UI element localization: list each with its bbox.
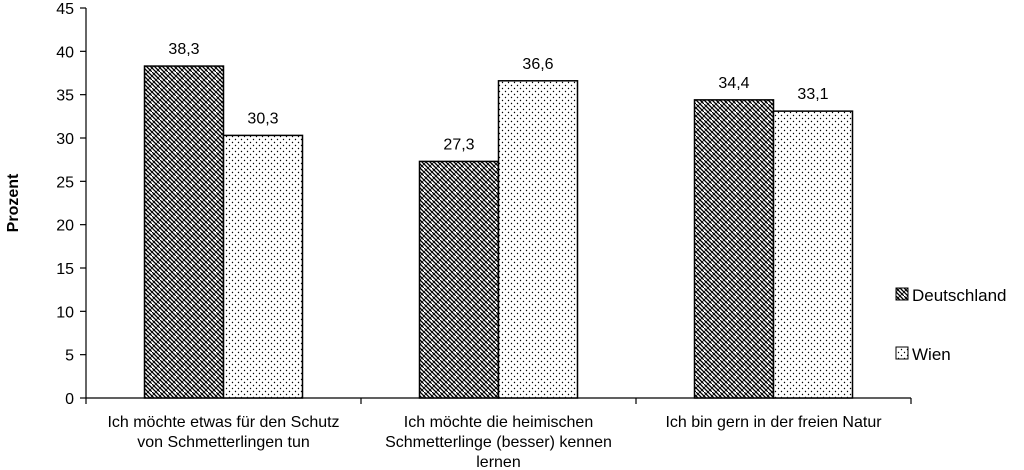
data-label: 34,4 — [718, 75, 749, 92]
data-label: 38,3 — [168, 41, 199, 58]
y-tick-label: 35 — [56, 88, 74, 105]
data-label: 33,1 — [797, 86, 828, 103]
x-axis — [85, 397, 912, 404]
y-axis-label: Prozent — [5, 173, 22, 232]
bar-labels: 38,3 27,3 34,4 30,3 36,6 33,1 — [168, 41, 828, 153]
y-tick-label: 5 — [65, 348, 74, 365]
x-category-label: lernen — [476, 454, 520, 470]
y-axis: 0 5 10 15 20 25 30 35 40 45 — [56, 1, 87, 408]
bar-deutschland — [693, 99, 775, 399]
bar-wien — [497, 80, 579, 399]
data-label: 36,6 — [522, 56, 553, 73]
legend-swatch-wien — [895, 346, 909, 360]
y-tick-label: 40 — [56, 44, 74, 61]
y-tick-label: 15 — [56, 261, 74, 278]
y-tick-label: 10 — [56, 304, 74, 321]
x-category-label: Ich möchte die heimischen — [404, 414, 593, 431]
x-category-label: von Schmetterlingen tun — [137, 434, 310, 451]
bar-deutschland — [143, 65, 225, 399]
x-category-label: Ich bin gern in der freien Natur — [665, 414, 882, 431]
data-label: 30,3 — [247, 110, 278, 127]
bar-wien — [222, 134, 304, 399]
x-category-label: Ich möchte etwas für den Schutz — [107, 414, 339, 431]
bar-deutschland — [418, 160, 500, 399]
y-tick-label: 45 — [56, 1, 74, 18]
bars — [143, 65, 854, 399]
category-labels: Ich möchte etwas für den Schutz von Schme… — [107, 414, 882, 470]
y-tick-label: 20 — [56, 218, 74, 235]
y-tick-label: 25 — [56, 174, 74, 191]
legend-label-wien: Wien — [912, 345, 951, 364]
x-category-label: Schmetterlinge (besser) kennen — [385, 434, 612, 451]
legend: Deutschland Wien — [895, 286, 1007, 364]
data-label: 27,3 — [443, 136, 474, 153]
y-tick-label: 0 — [65, 391, 74, 408]
legend-swatch-deutschland — [895, 287, 909, 301]
legend-label-deutschland: Deutschland — [912, 286, 1007, 305]
bar-wien — [772, 110, 854, 399]
y-tick-label: 30 — [56, 131, 74, 148]
